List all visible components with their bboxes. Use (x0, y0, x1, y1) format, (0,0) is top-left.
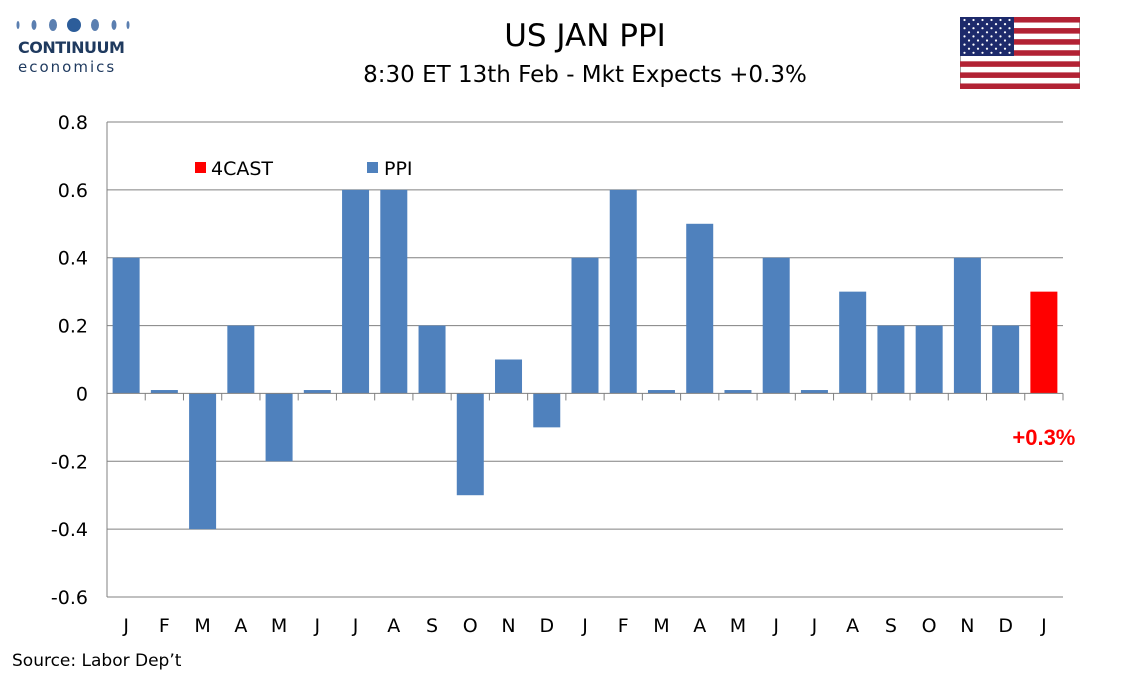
y-tick-label: -0.4 (51, 519, 88, 541)
y-tick-label: -0.2 (51, 451, 88, 473)
x-tick-label: J (122, 615, 129, 637)
legend-label-ppi: PPI (384, 158, 413, 180)
x-tick-label: M (653, 615, 669, 637)
source-note: Source: Labor Dep’t (12, 651, 182, 671)
x-tick-label: M (730, 615, 746, 637)
ppi-bar (877, 325, 905, 394)
ppi-bar (495, 359, 523, 394)
x-tick-label: O (922, 615, 937, 637)
y-tick-label: 0.2 (58, 316, 88, 338)
ppi-bar (800, 390, 828, 394)
x-tick-label: F (159, 615, 170, 637)
legend-swatch-ppi (367, 162, 378, 173)
x-tick-label: D (998, 615, 1013, 637)
x-tick-label: A (846, 615, 859, 637)
x-tick-label: A (693, 615, 706, 637)
logo-text-economics: economics (18, 58, 117, 76)
x-tick-label: D (539, 615, 554, 637)
y-tick-label: 0.4 (58, 248, 88, 270)
y-tick-label: 0.8 (58, 112, 88, 134)
x-tick-label: A (387, 615, 400, 637)
x-tick-label: A (234, 615, 247, 637)
ppi-bar (609, 189, 637, 394)
x-tick-label: F (618, 615, 629, 637)
ppi-bar (533, 393, 561, 428)
ppi-bar (189, 393, 217, 530)
ppi-bar (724, 390, 752, 394)
ppi-bar (150, 390, 178, 394)
y-tick-label: -0.6 (51, 587, 88, 609)
x-tick-label: S (426, 615, 438, 637)
x-tick-label: M (194, 615, 210, 637)
us-flag-icon (960, 17, 1080, 89)
logo-dots-icon (16, 18, 130, 32)
logo-text-continuum: CONTINUUM (18, 38, 125, 57)
x-tick-label: J (811, 615, 818, 637)
continuum-economics-logo: CONTINUUM economics (14, 14, 144, 78)
ppi-bar (342, 189, 370, 394)
ppi-bar (647, 390, 675, 394)
x-tick-label: J (581, 615, 588, 637)
ppi-bar (456, 393, 484, 496)
ppi-bar (265, 393, 293, 462)
ppi-bar (992, 325, 1020, 394)
ppi-bar (227, 325, 255, 394)
ppi-bar (303, 390, 331, 394)
forecast-annotation: +0.3% (1012, 425, 1075, 450)
ppi-bar (915, 325, 943, 394)
x-tick-label: S (885, 615, 897, 637)
ppi-bar (418, 325, 446, 394)
x-tick-label: J (772, 615, 779, 637)
x-tick-label: J (314, 615, 321, 637)
ppi-bar (839, 291, 867, 394)
x-tick-label: N (501, 615, 515, 637)
x-tick-label: M (271, 615, 287, 637)
ppi-bar (571, 257, 599, 394)
ppi-bar (112, 257, 140, 394)
ppi-bar (380, 189, 408, 394)
y-tick-label: 0.6 (58, 180, 88, 202)
ppi-bar (762, 257, 790, 394)
chart-title: US JAN PPI (504, 18, 666, 54)
legend-swatch-4cast (195, 162, 206, 173)
chart-subtitle: 8:30 ET 13th Feb - Mkt Expects +0.3% (363, 62, 807, 88)
forecast-bar (1030, 291, 1058, 394)
x-tick-label: J (352, 615, 359, 637)
x-tick-label: O (463, 615, 478, 637)
x-tick-label: J (1040, 615, 1047, 637)
legend-label-4cast: 4CAST (211, 158, 273, 180)
ppi-bar (953, 257, 981, 394)
ppi-bar (686, 223, 714, 394)
y-tick-label: 0 (76, 383, 88, 405)
x-tick-label: N (960, 615, 974, 637)
